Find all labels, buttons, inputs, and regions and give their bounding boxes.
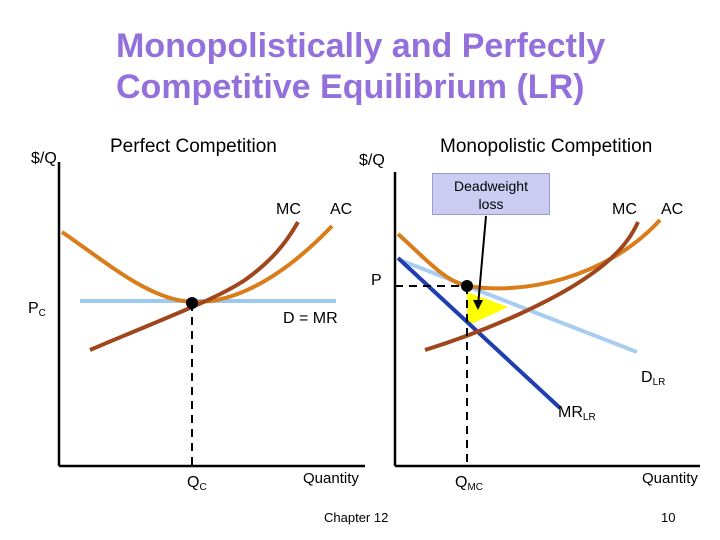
- pc-price-label: PC: [28, 300, 46, 319]
- mr-lr-label: MRLR: [558, 404, 596, 423]
- pc-ac-curve: [60, 224, 334, 305]
- monopolistic-competition-heading: Monopolistic Competition: [440, 136, 653, 157]
- page-number: 10: [661, 510, 676, 525]
- left-y-axis-label: $/Q: [31, 150, 57, 167]
- title-line-1: Monopolistically and Perfectly: [116, 27, 606, 65]
- deadweight-loss-callout: Deadweight loss: [432, 173, 550, 215]
- demand-lr-label: DLR: [641, 369, 666, 388]
- pc-quantity-label: QC: [187, 474, 207, 493]
- monopolistic-ac-curve: [396, 218, 662, 291]
- right-x-axis-label: Quantity: [642, 470, 698, 487]
- monopolistic-mc-curve: [424, 221, 640, 352]
- callout-pointer-line: [477, 215, 487, 307]
- title-line-2: Competitive Equilibrium (LR): [116, 68, 585, 106]
- right-axes: [393, 172, 700, 468]
- chapter-footer: Chapter 12: [324, 510, 389, 525]
- pc-equilibrium-point: [186, 297, 198, 309]
- slide-title: Monopolistically and Perfectly Competiti…: [116, 26, 605, 108]
- callout-arrowhead: [473, 300, 483, 310]
- left-axes: [57, 162, 365, 468]
- callout-line-1: Deadweight: [454, 178, 528, 194]
- monopolistic-quantity-label: QMC: [455, 474, 484, 493]
- pc-mc-curve: [89, 221, 300, 352]
- pc-mc-label: MC: [276, 201, 301, 218]
- perfect-competition-heading: Perfect Competition: [110, 136, 277, 157]
- pc-ac-label: AC: [330, 201, 353, 218]
- left-x-axis-label: Quantity: [303, 470, 359, 487]
- callout-line-2: loss: [478, 196, 504, 212]
- monopolistic-ac-label: AC: [661, 201, 684, 218]
- monopolistic-demand-line: [399, 258, 638, 354]
- monopolistic-mc-label: MC: [612, 201, 637, 218]
- pc-demand-label: D = MR: [283, 310, 338, 327]
- monopolistic-equilibrium-point: [461, 280, 473, 292]
- monopolistic-price-label: P: [371, 272, 382, 289]
- right-y-axis-label: $/Q: [359, 152, 385, 169]
